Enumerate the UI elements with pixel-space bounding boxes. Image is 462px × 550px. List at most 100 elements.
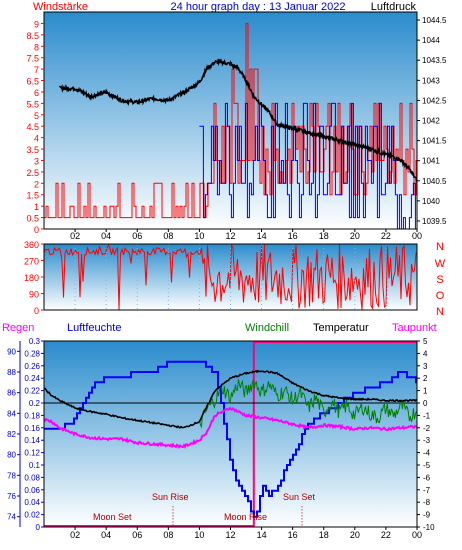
x-tick-label: 06 [132, 231, 142, 241]
y-tick-label-temperature: -10 [423, 523, 435, 532]
x-tick-label: 16 [288, 231, 298, 241]
legend-regen: Regen [2, 322, 34, 334]
y-tick-label-left: 360 [24, 240, 39, 250]
y-tick-label-humidity: 76 [7, 492, 16, 501]
x-tick-label: 14 [257, 231, 267, 241]
y-tick-label-right: 1042 [422, 117, 440, 126]
x-tick-label: 10 [194, 530, 204, 540]
chart-title: 24 hour graph day : 13 Januar 2022 [171, 1, 346, 13]
y-tick-label-right: 1041 [422, 157, 440, 166]
header-left-label: Windstärke [33, 1, 88, 13]
wind-direction-series [44, 244, 417, 310]
y-tick-label-left: 7 [34, 65, 39, 75]
rain-series [44, 341, 417, 527]
y-tick-label-right: 1040.5 [422, 177, 447, 186]
x-tick-label: 18 [319, 231, 329, 241]
x-tick-label: 22 [381, 231, 391, 241]
x-tick-label: 02 [70, 231, 80, 241]
y-tick-label-right: 1040 [422, 197, 440, 206]
wind-speed-series [44, 22, 417, 229]
y-tick-label-humidity: 78 [7, 471, 16, 480]
x-tick-label: 16 [288, 530, 298, 540]
astro-annotations: Moon Set Sun Rise Moon Rise Sun Set [93, 492, 316, 522]
x-tick-label: 20 [350, 530, 360, 540]
windchill-series [198, 379, 417, 429]
legend-luftfeuchte: Luftfeuchte [67, 322, 121, 334]
x-tick-label: 18 [319, 530, 329, 540]
y-tick-label-temperature: -8 [423, 498, 431, 507]
wind-gust-series [199, 102, 417, 229]
direction-label: O [436, 290, 445, 302]
y-tick-label-left: 1 [34, 202, 39, 212]
y-tick-label-right: 1039.5 [422, 217, 447, 226]
y-tick-label-temperature: -4 [423, 449, 431, 458]
y-tick-label-temperature: -3 [423, 436, 431, 445]
y-tick-label-left: 3 [34, 156, 39, 166]
y-tick-label-humidity: 88 [7, 368, 16, 377]
y-tick-label-left: 8.5 [26, 31, 39, 41]
y-tick-label-humidity: 74 [7, 513, 16, 522]
y-tick-label-temperature: -6 [423, 473, 431, 482]
x-tick-label: 20 [350, 231, 360, 241]
y-tick-label-left: 9 [34, 19, 39, 29]
legend-temperatur: Temperatur [313, 322, 369, 334]
y-tick-label-right: 1042.5 [422, 96, 447, 105]
y-tick-label-temperature: -7 [423, 486, 431, 495]
x-tick-label: 08 [163, 530, 173, 540]
x-tick-label: 04 [101, 530, 111, 540]
y-tick-label-rain: 0.18 [24, 411, 40, 420]
y-tick-label-temperature: -9 [423, 511, 431, 520]
y-tick-label-temperature: 1 [423, 387, 428, 396]
x-tick-label: 00 [412, 530, 422, 540]
y-tick-label-left: 6.5 [26, 77, 39, 87]
x-tick-label: 08 [163, 231, 173, 241]
y-tick-label-left: 4.5 [26, 122, 39, 132]
y-tick-label-temperature: 0 [423, 399, 428, 408]
y-tick-label-left: 2 [34, 179, 39, 189]
y-tick-label-left: 3.5 [26, 145, 39, 155]
y-tick-label-rain: 0.14 [24, 436, 40, 445]
direction-label: W [435, 258, 446, 270]
x-tick-label: 00 [412, 231, 422, 241]
y-tick-label-left: 5 [34, 111, 39, 121]
legend-taupunkt: Taupunkt [392, 322, 437, 334]
y-tick-label-humidity: 80 [7, 451, 16, 460]
y-tick-label-rain: 0.02 [24, 511, 40, 520]
sun-rise-label: Sun Rise [152, 492, 189, 502]
y-tick-label-left: 8 [34, 42, 39, 52]
y-tick-label-rain: 0.12 [24, 449, 40, 458]
y-tick-label-temperature: 2 [423, 374, 428, 383]
y-tick-label-rain: 0.26 [24, 362, 40, 371]
direction-labels: N W S O N [435, 241, 446, 318]
temperature-series [44, 369, 417, 429]
y-tick-label-right: 1041.5 [422, 137, 447, 146]
y-tick-label-rain: 0 [36, 523, 41, 532]
legend-windchill: Windchill [245, 322, 289, 334]
x-tick-label: 06 [132, 530, 142, 540]
y-tick-label-right: 1044 [422, 36, 440, 45]
y-tick-label-left: 4 [34, 134, 39, 144]
sun-set-label: Sun Set [283, 492, 316, 502]
y-tick-label-rain: 0.16 [24, 424, 40, 433]
x-tick-label: 14 [257, 530, 267, 540]
y-tick-label-rain: 0.28 [24, 349, 40, 358]
y-tick-label-temperature: -2 [423, 424, 431, 433]
y-tick-label-rain: 0.3 [29, 337, 41, 346]
y-tick-label-left: 0.5 [26, 214, 39, 224]
x-tick-label: 10 [194, 231, 204, 241]
x-tick-label: 04 [101, 231, 111, 241]
direction-label: N [436, 241, 444, 253]
y-tick-label-humidity: 84 [7, 409, 16, 418]
y-tick-label-temperature: 5 [423, 337, 428, 346]
y-tick-label-rain: 0.2 [29, 399, 41, 408]
y-tick-label-left: 0 [34, 306, 39, 316]
y-tick-label-right: 1044.5 [422, 16, 447, 25]
x-tick-label: 12 [225, 530, 235, 540]
y-tick-label-rain: 0.04 [24, 498, 40, 507]
direction-label: S [436, 274, 443, 286]
y-tick-label-humidity: 82 [7, 430, 16, 439]
panel-wind-pressure [44, 12, 417, 229]
y-tick-label-left: 6 [34, 88, 39, 98]
y-tick-label-rain: 0.06 [24, 486, 40, 495]
y-tick-label-humidity: 86 [7, 389, 16, 398]
